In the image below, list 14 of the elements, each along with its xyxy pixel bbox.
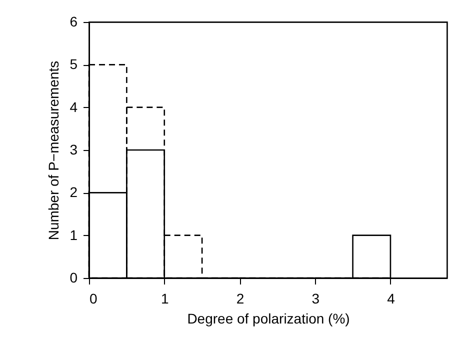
x-tick-label: 1	[160, 290, 169, 306]
y-tick-label: 0	[70, 270, 78, 286]
x-tick-label: 0	[90, 290, 98, 306]
x-axis-title: Degree of polarization (%)	[187, 310, 350, 326]
y-tick-label: 4	[70, 98, 78, 115]
x-tick-label: 3	[312, 290, 320, 306]
y-tick-label: 5	[70, 56, 78, 72]
y-axis-title: Number of P−measurements	[46, 60, 62, 240]
y-tick-label: 1	[70, 226, 78, 243]
x-tick-label: 2	[236, 290, 244, 306]
y-tick-label: 2	[70, 184, 78, 200]
y-tick-label: 3	[70, 142, 78, 158]
x-tick-label: 4	[387, 290, 396, 306]
y-tick-label: 6	[70, 14, 78, 30]
